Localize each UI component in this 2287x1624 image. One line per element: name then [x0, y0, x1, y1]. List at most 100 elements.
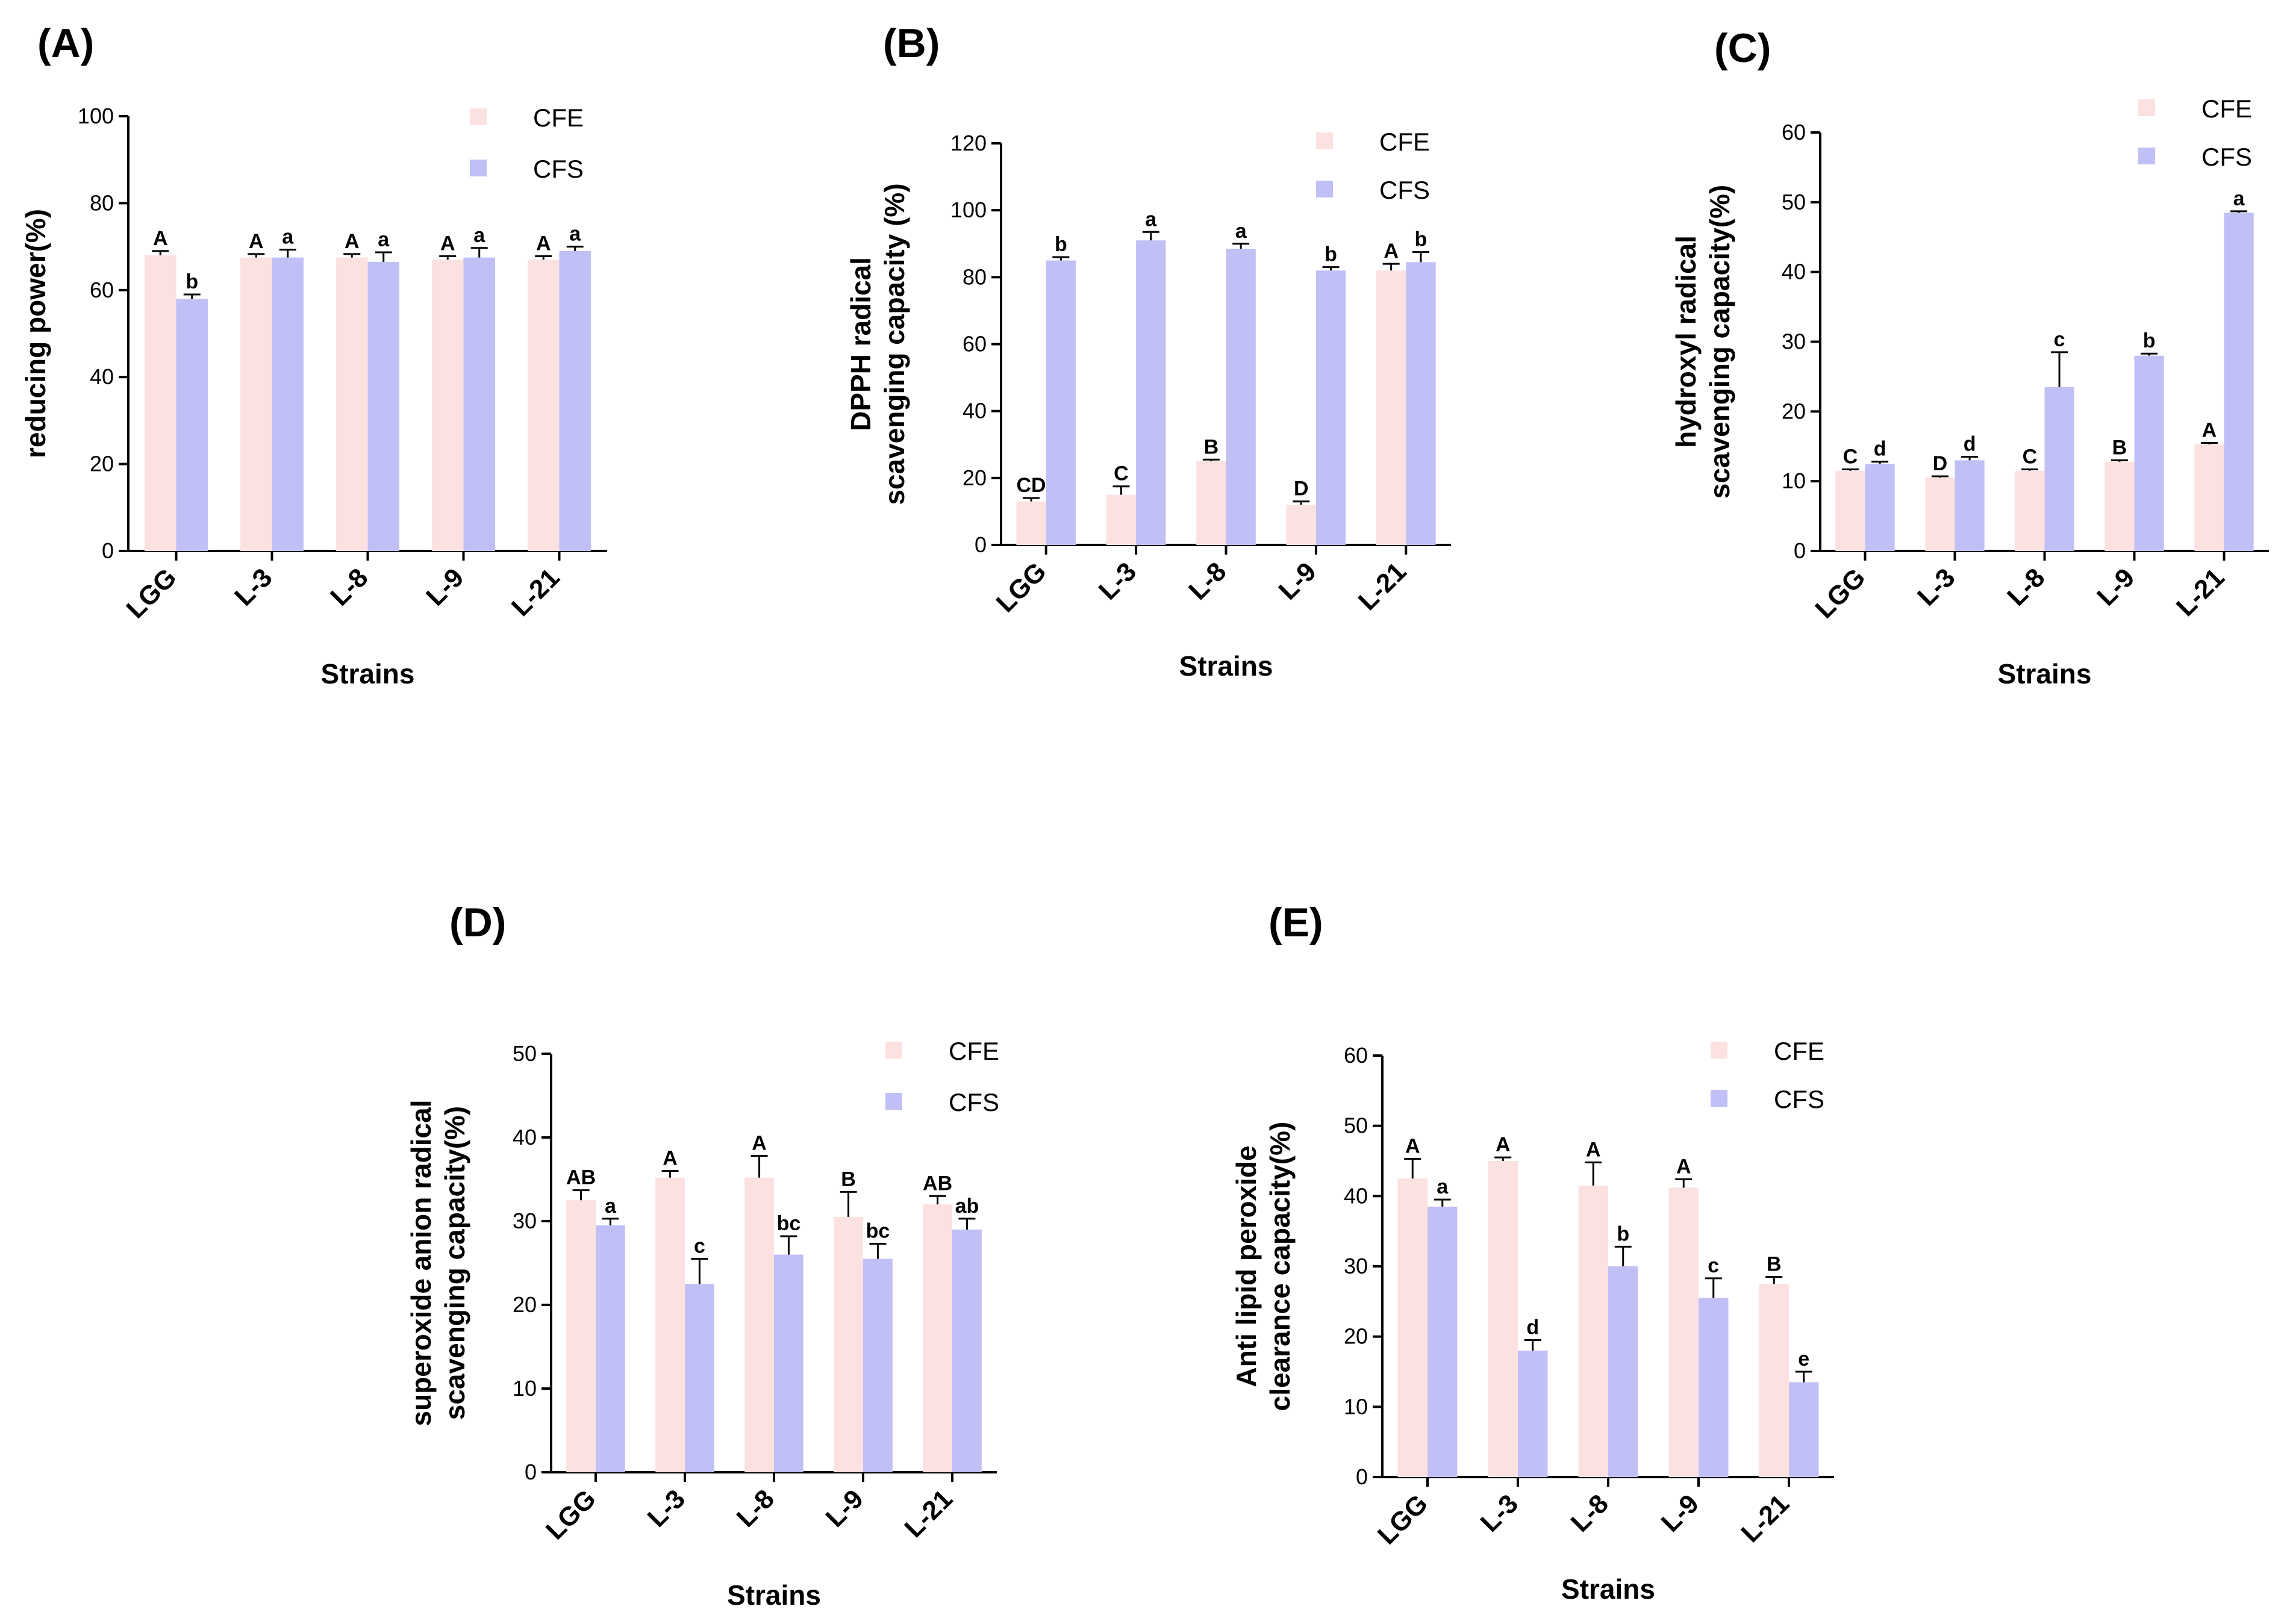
significance-label: a — [1235, 220, 1247, 243]
chart-panel-d: (D) 0 10 20 30 40 50 LGG AB a L-3 Ac L-8 Abc L-9 Bbc L-2… — [405, 900, 999, 1611]
x-category-label: L-9 — [820, 1484, 869, 1532]
y-axis-title: hydroxyl radical — [1670, 235, 1702, 448]
bar-cfe-l-9 — [834, 1217, 863, 1472]
y-tick-label: 20 — [90, 452, 114, 476]
bar-cfe-lgg — [1016, 501, 1046, 545]
y-tick-label: 30 — [513, 1209, 537, 1233]
bar-cfs-l-21 — [1406, 262, 1436, 545]
significance-label: b — [2143, 329, 2156, 352]
x-category-label: L-3 — [229, 562, 278, 611]
significance-label: c — [2054, 328, 2065, 351]
significance-label: A — [1384, 240, 1399, 263]
panel-letter: (D) — [449, 900, 506, 945]
significance-label: A — [249, 230, 264, 253]
y-tick-label: 50 — [1782, 190, 1806, 214]
bar-cfe-l-9 — [432, 260, 464, 551]
bar-cfs-l-3 — [685, 1284, 714, 1472]
legend-label-cfs: CFS — [949, 1088, 999, 1116]
bar-cfs-l-21 — [952, 1229, 982, 1472]
y-tick-label: 40 — [513, 1125, 537, 1150]
y-tick-label: 40 — [90, 364, 114, 389]
significance-label: C — [1843, 445, 1858, 468]
x-category-label: L-9 — [1656, 1489, 1705, 1537]
y-tick-label: 80 — [963, 264, 987, 289]
x-category-label: L-8 — [1565, 1489, 1614, 1537]
x-category-label: L-3 — [1475, 1489, 1524, 1537]
legend-swatch-cfe — [1711, 1042, 1727, 1059]
legend-label-cfs: CFS — [533, 155, 584, 183]
panel-letter: (A) — [37, 20, 94, 66]
bar-cfe-l-8 — [744, 1177, 774, 1472]
y-axis-title: reducing power(%) — [20, 209, 51, 458]
bar-cfs-l-8 — [774, 1254, 803, 1472]
x-category-label: L-8 — [731, 1484, 780, 1532]
legend-swatch-cfs — [1711, 1090, 1727, 1107]
significance-label: a — [282, 226, 294, 249]
x-category-label: L-21 — [2171, 562, 2230, 622]
x-category-label: LGG — [1372, 1489, 1434, 1550]
bar-cfe-l-3 — [1488, 1161, 1518, 1477]
significance-label: a — [569, 223, 581, 246]
x-category-label: L-9 — [420, 562, 469, 611]
x-category-label: LGG — [120, 562, 182, 624]
significance-label: b — [1617, 1222, 1629, 1245]
bar-cfs-l-8 — [1608, 1266, 1638, 1477]
chart-panel-a: (A) 0 20 40 60 80 100 LGG Ab L-3 A a L-8 A a L-9 A a L-21 A… — [20, 20, 607, 689]
legend-label-cfe: CFE — [533, 104, 584, 132]
bar-cfs-lgg — [1046, 260, 1076, 545]
significance-label: a — [473, 224, 485, 247]
significance-label: A — [1586, 1138, 1601, 1161]
x-category-label: L-21 — [506, 562, 566, 622]
legend-swatch-cfs — [885, 1093, 902, 1110]
x-category-label: L-9 — [2091, 562, 2140, 611]
legend-label-cfe: CFE — [1379, 128, 1430, 156]
significance-label: B — [2112, 436, 2127, 459]
significance-label: d — [1526, 1316, 1539, 1339]
y-tick-label: 10 — [1782, 468, 1806, 493]
significance-label: c — [1708, 1254, 1719, 1277]
bar-cfs-l-8 — [1226, 249, 1256, 545]
y-axis-title: scavenging capacity(%) — [439, 1106, 470, 1420]
y-tick-label: 50 — [513, 1041, 537, 1066]
panel-letter: (E) — [1268, 900, 1323, 945]
significance-label: b — [1055, 233, 1067, 256]
significance-label: bc — [866, 1220, 890, 1243]
significance-label: B — [1204, 435, 1219, 458]
y-tick-label: 80 — [90, 190, 114, 215]
x-category-label: L-8 — [325, 562, 373, 611]
x-axis-title: Strains — [1561, 1573, 1655, 1605]
y-tick-label: 20 — [963, 465, 987, 490]
bar-cfs-l-9 — [2134, 355, 2164, 551]
y-tick-label: 0 — [525, 1460, 537, 1484]
bar-cfs-l-21 — [559, 250, 591, 551]
significance-label: a — [1145, 208, 1157, 231]
significance-label: b — [1415, 228, 1427, 251]
significance-label: b — [1324, 243, 1337, 266]
significance-label: A — [663, 1147, 678, 1170]
x-category-label: L-21 — [899, 1484, 958, 1543]
y-tick-label: 0 — [1794, 538, 1806, 563]
bar-cfe-l-8 — [1196, 461, 1226, 545]
chart-panel-c: (C) 0 10 20 30 40 50 60 LGG C d L-3 Dd L-8 Cc L-9 Bb L-21… — [1670, 25, 2269, 689]
bar-cfs-l-8 — [367, 261, 399, 551]
significance-label: a — [2233, 187, 2245, 210]
y-tick-label: 30 — [1782, 329, 1806, 354]
significance-label: A — [345, 230, 360, 253]
panel-letter: (C) — [1714, 25, 1771, 71]
y-axis-title: scavenging capacity (%) — [879, 183, 910, 505]
bar-cfe-l-3 — [240, 257, 272, 551]
legend-label-cfs: CFS — [1774, 1085, 1824, 1113]
y-tick-label: 20 — [1782, 399, 1806, 423]
legend-swatch-cfs — [470, 160, 487, 176]
bar-cfs-lgg — [1427, 1206, 1458, 1477]
bar-cfe-l-8 — [336, 257, 368, 551]
bar-cfe-l-9 — [1286, 505, 1316, 545]
y-tick-label: 100 — [950, 198, 987, 222]
x-category-label: LGG — [1809, 562, 1871, 624]
bar-cfe-l-21 — [2194, 444, 2224, 551]
y-tick-label: 60 — [90, 278, 114, 302]
y-tick-label: 20 — [1344, 1324, 1368, 1349]
bar-cfe-lgg — [1835, 470, 1865, 551]
x-category-label: L-21 — [1735, 1489, 1795, 1548]
